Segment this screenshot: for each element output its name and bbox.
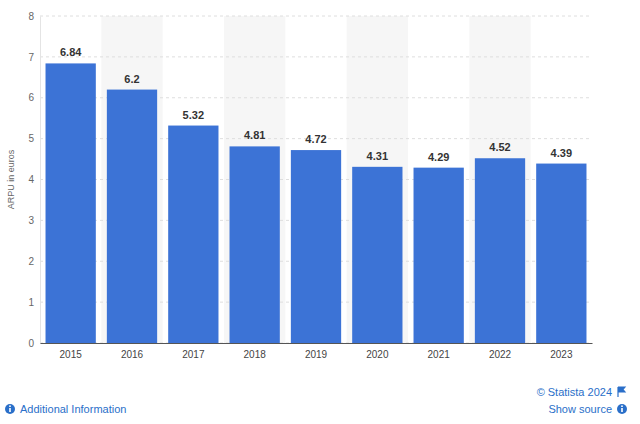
stripe bbox=[347, 16, 408, 343]
y-tick-label: 8 bbox=[28, 11, 34, 22]
stripe bbox=[224, 16, 285, 343]
bar bbox=[414, 168, 464, 343]
y-tick: 2 bbox=[28, 256, 40, 267]
data-label: 4.81 bbox=[244, 129, 265, 141]
data-label: 4.52 bbox=[489, 141, 510, 153]
x-tick: 2018 bbox=[244, 349, 267, 360]
stripe bbox=[101, 16, 162, 343]
y-tick: 5 bbox=[28, 133, 40, 144]
x-tick: 2017 bbox=[182, 349, 205, 360]
bar bbox=[46, 63, 96, 343]
stripe bbox=[469, 16, 530, 343]
y-tick: 7 bbox=[28, 52, 40, 63]
bar bbox=[168, 126, 218, 343]
data-label: 5.32 bbox=[183, 109, 204, 121]
flag-icon bbox=[618, 387, 625, 397]
x-tick-label: 2021 bbox=[428, 349, 451, 360]
bar bbox=[291, 150, 341, 343]
x-axis-line bbox=[41, 343, 593, 344]
x-tick: 2015 bbox=[60, 349, 83, 360]
data-label: 6.2 bbox=[124, 73, 139, 85]
bar bbox=[352, 167, 402, 343]
x-axis: 2015 2016 2017 2018 2019 2020 2021 2022 2023 bbox=[41, 344, 593, 361]
show-source: Show source bbox=[548, 403, 612, 415]
info-icon bbox=[5, 404, 15, 414]
x-tick: 2016 bbox=[121, 349, 144, 360]
y-axis: 0 1 2 3 4 5 6 7 8 bbox=[28, 11, 40, 349]
y-tick-label: 7 bbox=[28, 52, 34, 63]
info-icon-circle bbox=[5, 404, 15, 414]
x-tick: 2023 bbox=[550, 349, 573, 360]
copyright: © Statista 2024 bbox=[537, 386, 612, 398]
info-icon-circle bbox=[617, 404, 627, 414]
grid-line bbox=[40, 56, 592, 57]
y-tick: 4 bbox=[28, 174, 40, 185]
y-tick: 8 bbox=[28, 11, 40, 22]
x-tick-label: 2015 bbox=[60, 349, 83, 360]
y-tick-label: 4 bbox=[28, 174, 34, 185]
footer: © Statista 2024 Additional Information Sho… bbox=[5, 386, 627, 415]
bar bbox=[475, 158, 525, 343]
data-label: 4.29 bbox=[428, 151, 449, 163]
x-tick: 2020 bbox=[366, 349, 389, 360]
y-tick: 0 bbox=[28, 338, 40, 349]
info-icon-bar bbox=[9, 408, 11, 412]
x-tick-label: 2019 bbox=[305, 349, 328, 360]
info-icon bbox=[617, 404, 627, 414]
data-label: 4.39 bbox=[551, 147, 572, 159]
x-tick-label: 2017 bbox=[182, 349, 205, 360]
y-tick-label: 5 bbox=[28, 133, 34, 144]
grid-line bbox=[40, 16, 592, 17]
y-axis-line bbox=[40, 17, 41, 344]
y-tick-label: 3 bbox=[28, 215, 34, 226]
data-label: 4.31 bbox=[367, 150, 388, 162]
y-axis-title: ARPU in euros bbox=[6, 149, 16, 209]
y-tick-label: 6 bbox=[28, 92, 34, 103]
grid bbox=[40, 16, 592, 343]
info-icon-dot bbox=[621, 405, 623, 407]
x-tick-label: 2018 bbox=[244, 349, 267, 360]
y-tick: 1 bbox=[28, 297, 40, 308]
y-tick: 3 bbox=[28, 215, 40, 226]
x-tick: 2022 bbox=[489, 349, 512, 360]
info-icon-dot bbox=[9, 405, 11, 407]
bar bbox=[230, 146, 280, 343]
y-tick-label: 1 bbox=[28, 297, 34, 308]
x-tick-label: 2020 bbox=[366, 349, 389, 360]
x-tick: 2019 bbox=[305, 349, 328, 360]
x-tick-label: 2016 bbox=[121, 349, 144, 360]
data-label: 6.84 bbox=[60, 46, 82, 58]
bars bbox=[46, 63, 587, 343]
data-labels: 6.84 6.2 5.32 4.81 4.72 4.31 4.29 4.52 4.39 bbox=[60, 46, 572, 162]
bar bbox=[536, 164, 586, 343]
y-tick-label: 0 bbox=[28, 338, 34, 349]
x-tick-label: 2022 bbox=[489, 349, 512, 360]
y-tick-label: 2 bbox=[28, 256, 34, 267]
x-tick: 2021 bbox=[428, 349, 451, 360]
x-tick-label: 2023 bbox=[550, 349, 573, 360]
additional-information: Additional Information bbox=[20, 403, 126, 415]
chart: 6.84 6.2 5.32 4.81 4.72 4.31 4.29 4.52 4.39 0 1 2 3 4… bbox=[0, 0, 640, 424]
y-tick: 6 bbox=[28, 92, 40, 103]
data-label: 4.72 bbox=[305, 133, 326, 145]
info-icon-bar bbox=[621, 408, 623, 412]
bar bbox=[107, 90, 157, 343]
